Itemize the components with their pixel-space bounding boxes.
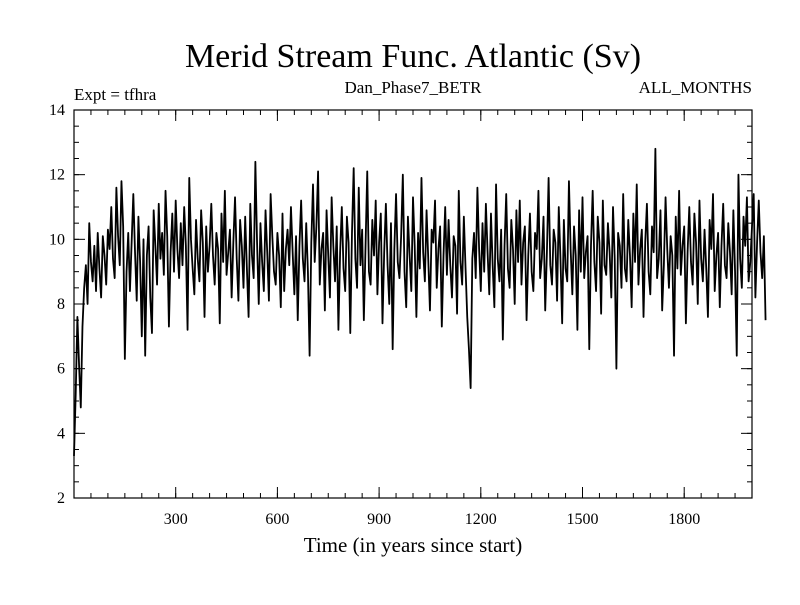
y-tick-label: 10 [49,231,65,248]
y-tick-label: 14 [49,102,65,119]
y-tick-label: 2 [57,490,65,507]
series-line [73,147,767,456]
x-tick-label: 1200 [465,511,497,528]
y-tick-label: 8 [57,296,65,313]
subtitle-months: ALL_MONTHS [639,78,752,97]
x-tick-label: 300 [164,511,188,528]
chart-title: Merid Stream Func. Atlantic (Sv) [185,38,641,75]
y-tick-label: 6 [57,361,65,378]
x-tick-label: 1800 [668,511,700,528]
x-tick-label: 1500 [567,511,599,528]
x-tick-label: 900 [367,511,391,528]
subtitle-expt: Expt = tfhra [74,85,157,104]
plot-frame [73,109,753,499]
y-tick-label: 12 [49,167,65,184]
subtitle-run: Dan_Phase7_BETR [345,78,483,97]
y-tick-label: 4 [57,425,65,442]
x-axis-label: Time (in years since start) [304,533,523,557]
x-tick-label: 600 [265,511,289,528]
